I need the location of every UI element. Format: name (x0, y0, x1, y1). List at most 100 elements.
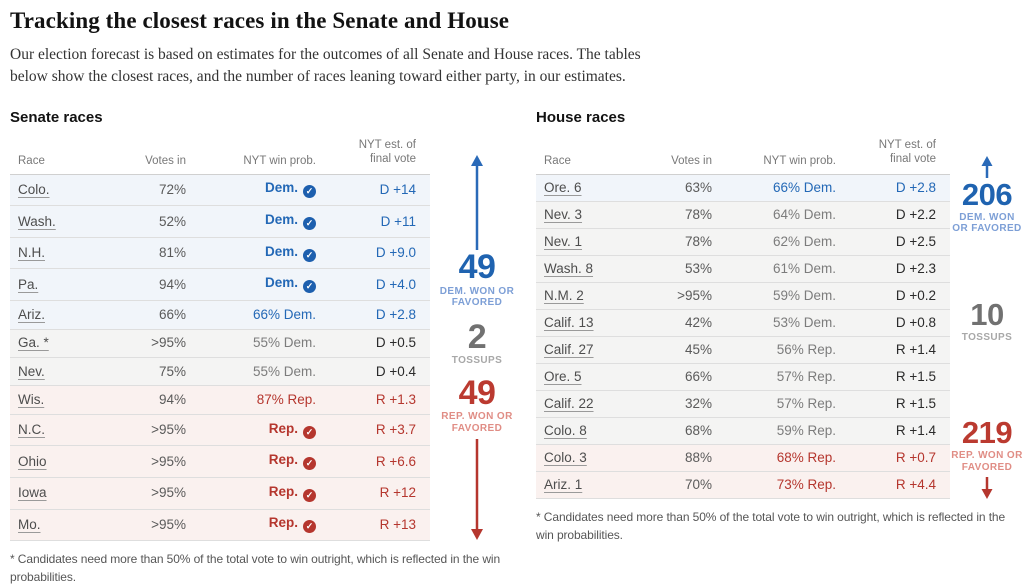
check-circle-icon: ✓ (303, 488, 316, 502)
votes-in-cell: 53% (640, 255, 712, 283)
race-link[interactable]: Wash. (18, 213, 56, 229)
est-final-vote-column-header: NYT est. of final vote (836, 131, 950, 175)
table-row: Ga. * >95% 55% Dem. D +0.5 (10, 329, 430, 358)
win-prob-cell: 73% Rep. (712, 471, 836, 500)
win-prob-cell: Rep. ✓ (186, 445, 316, 478)
est-final-vote-cell: R +12 (316, 477, 430, 510)
votes-in-cell: 81% (114, 237, 186, 270)
senate-heading: Senate races (10, 108, 103, 126)
house-table-body: Ore. 6 63% 66% Dem. D +2.8 Nev. 3 78% 64% Dem.… (536, 174, 950, 500)
rep-down-arrow-icon (981, 477, 993, 500)
race-link[interactable]: Ohio (18, 453, 47, 469)
win-prob-text: 59% Rep. (776, 422, 836, 438)
win-prob-cell: 62% Dem. (712, 228, 836, 256)
est-final-vote-cell: D +2.2 (836, 201, 950, 229)
race-link[interactable]: Calif. 27 (544, 341, 594, 357)
votes-in-cell: >95% (114, 445, 186, 478)
est-final-vote-cell: R +6.6 (316, 445, 430, 478)
race-link[interactable]: Colo. (18, 181, 50, 197)
win-prob-cell: 57% Rep. (712, 363, 836, 391)
votes-in-cell: 66% (640, 363, 712, 391)
win-prob-text: Dem. (264, 243, 298, 259)
win-prob-text: Rep. (268, 420, 298, 436)
win-prob-cell: 59% Rep. (712, 417, 836, 446)
table-row: N.C. >95% Rep. ✓ R +3.7 (10, 414, 430, 447)
race-link[interactable]: N.M. 2 (544, 287, 584, 303)
race-link[interactable]: N.C. (18, 422, 45, 438)
race-link[interactable]: Calif. 22 (544, 395, 594, 411)
table-row: Nev. 75% 55% Dem. D +0.4 (10, 357, 430, 387)
race-link[interactable]: Ore. 6 (544, 179, 582, 195)
check-circle-icon: ✓ (303, 457, 316, 471)
table-row: Colo. 3 88% 68% Rep. R +0.7 (536, 444, 950, 473)
senate-summary: 49 DEM. WON OR FAVORED 2 TOSSUPS 49 REP.… (430, 132, 524, 541)
win-prob-text: 53% Dem. (772, 314, 836, 330)
senate-dem-won-count: 49 (458, 247, 496, 286)
est-final-vote-cell: R +13 (316, 509, 430, 542)
race-cell: Wash. 8 (536, 255, 640, 283)
race-link[interactable]: Calif. 13 (544, 314, 594, 330)
votes-in-cell: 94% (114, 268, 186, 302)
race-link[interactable]: Colo. 8 (544, 422, 587, 438)
votes-in-cell: >95% (114, 477, 186, 510)
race-link[interactable]: Ore. 5 (544, 368, 582, 384)
est-final-vote-cell: R +3.7 (316, 414, 430, 447)
table-row: Calif. 27 45% 56% Rep. R +1.4 (536, 336, 950, 364)
win-prob-text: 55% Dem. (252, 335, 316, 351)
race-cell: Calif. 27 (536, 336, 640, 364)
race-cell: Ohio (10, 445, 114, 478)
win-prob-cell: 57% Rep. (712, 390, 836, 418)
tables-row: Senate races Race Votes in NYT win prob.… (10, 109, 1024, 586)
votes-in-cell: >95% (114, 509, 186, 542)
win-prob-cell: Dem. ✓ (186, 237, 316, 270)
win-prob-cell: 59% Dem. (712, 282, 836, 310)
race-link[interactable]: Ariz. 1 (544, 477, 583, 493)
votes-in-cell: 88% (640, 444, 712, 473)
race-link[interactable]: Wis. (18, 392, 45, 408)
votes-in-cell: 72% (114, 174, 186, 207)
dem-up-arrow-icon (981, 155, 993, 178)
est-final-vote-cell: D +2.8 (316, 300, 430, 330)
win-prob-text: 73% Rep. (776, 477, 836, 493)
est-final-vote-cell: D +2.8 (836, 174, 950, 202)
race-link[interactable]: Nev. 3 (544, 206, 583, 222)
race-link[interactable]: Iowa (18, 485, 47, 501)
win-prob-text: Dem. (264, 212, 298, 228)
dem-up-arrow-icon (471, 154, 483, 250)
check-circle-icon: ✓ (303, 425, 316, 439)
house-table: Race Votes in NYT win prob. NYT est. of … (536, 131, 950, 500)
win-prob-cell: Rep. ✓ (186, 477, 316, 510)
house-tossups-count: 10 (970, 296, 1004, 332)
house-heading: House races (536, 108, 626, 126)
race-link[interactable]: Mo. (18, 516, 41, 532)
house-footnote: * Candidates need more than 50% of the t… (536, 510, 1006, 543)
win-prob-text: Rep. (268, 452, 298, 468)
race-cell: Colo. (10, 174, 114, 207)
race-link[interactable]: N.H. (18, 245, 45, 261)
table-row: Ariz. 1 70% 73% Rep. R +4.4 (536, 471, 950, 500)
senate-section: Senate races Race Votes in NYT win prob.… (10, 109, 524, 586)
table-row: Ore. 5 66% 57% Rep. R +1.5 (536, 363, 950, 391)
est-final-vote-cell: D +2.3 (836, 255, 950, 283)
house-summary: 206 DEM. WON OR FAVORED 10 TOSSUPS 219 R… (950, 132, 1024, 500)
race-link[interactable]: Pa. (18, 276, 39, 292)
race-link[interactable]: Nev. 1 (544, 233, 583, 249)
race-link[interactable]: Colo. 3 (544, 450, 587, 466)
race-link[interactable]: Ariz. (18, 306, 45, 322)
table-row: Nev. 3 78% 64% Dem. D +2.2 (536, 201, 950, 229)
win-prob-text: 66% Dem. (772, 179, 836, 195)
race-link[interactable]: Ga. * (18, 335, 49, 351)
win-prob-text: 64% Dem. (772, 206, 836, 222)
race-link[interactable]: Nev. (18, 363, 45, 379)
win-prob-cell: 68% Rep. (712, 444, 836, 473)
win-prob-cell: 55% Dem. (186, 357, 316, 387)
check-circle-icon: ✓ (303, 217, 316, 231)
win-prob-text: 66% Dem. (252, 306, 316, 322)
senate-rep-won-label: REP. WON OR FAVORED (441, 411, 513, 434)
race-link[interactable]: Wash. 8 (544, 260, 594, 276)
table-row: N.M. 2 >95% 59% Dem. D +0.2 (536, 282, 950, 310)
race-column-header: Race (536, 131, 640, 175)
house-header-row: Race Votes in NYT win prob. NYT est. of … (536, 131, 950, 175)
win-prob-text: 55% Dem. (252, 363, 316, 379)
